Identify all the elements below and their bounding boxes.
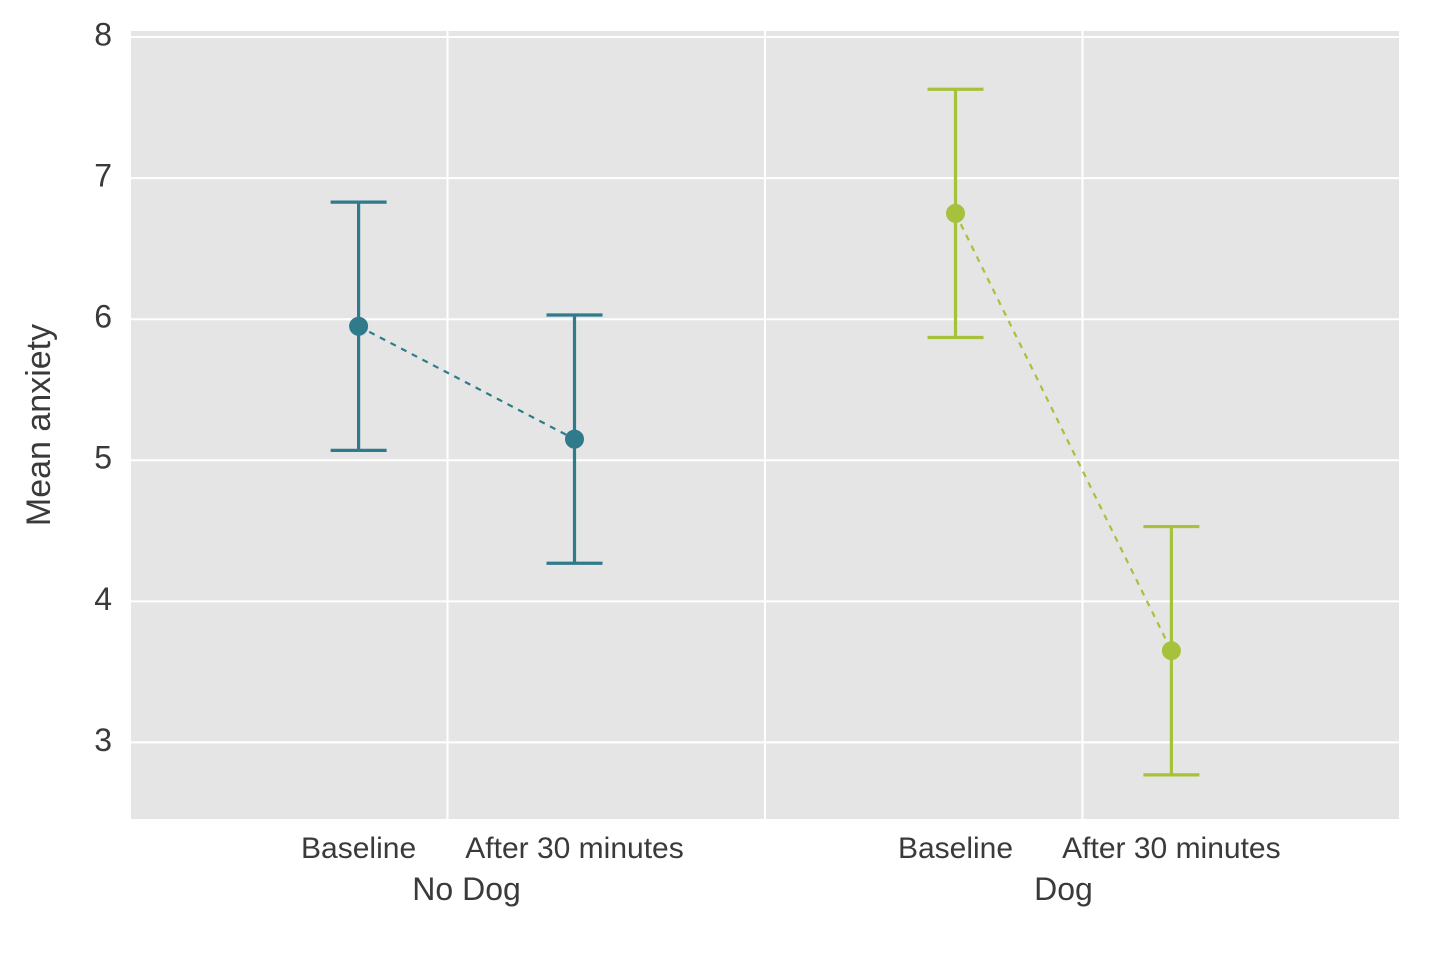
series-marker [566,430,584,448]
ytick-label: 8 [94,17,112,53]
series-marker [350,317,368,335]
y-axis-title: Mean anxiety [20,324,58,526]
ytick-label: 3 [94,722,112,758]
group-label: Dog [1034,871,1093,907]
series-marker [947,204,965,222]
chart-svg: 3 4 5 6 7 8 Mean anxiety Baseline After 30 minut… [0,0,1440,960]
xtick-label: After 30 minutes [465,832,683,865]
ytick-label: 4 [94,581,112,617]
ytick-label: 5 [94,440,112,476]
ytick-label: 6 [94,299,112,335]
xtick-label: After 30 minutes [1062,832,1280,865]
anxiety-errorbar-chart: 3 4 5 6 7 8 Mean anxiety Baseline After 30 minut… [0,0,1440,960]
group-label: No Dog [412,871,521,907]
xtick-label: Baseline [301,832,416,865]
series-marker [1162,642,1180,660]
ytick-label: 7 [94,158,112,194]
xtick-label: Baseline [898,832,1013,865]
